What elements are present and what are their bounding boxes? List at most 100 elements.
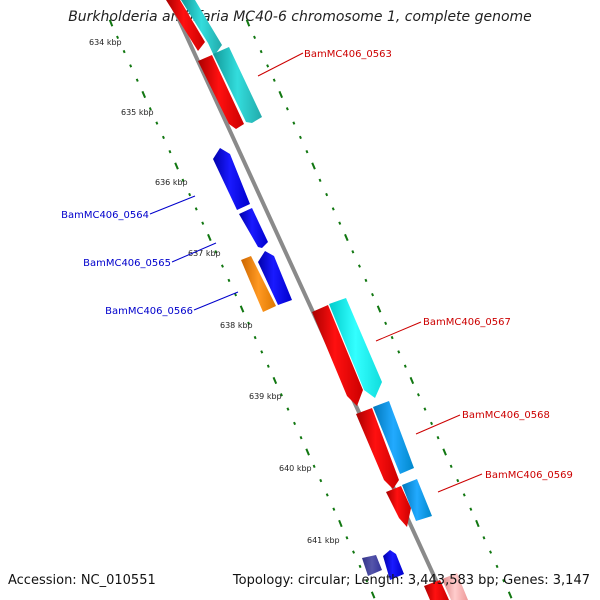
gene-0563-gene (166, 0, 205, 51)
minor-tick (423, 407, 427, 411)
gene-0563-cds (181, 0, 222, 56)
gene-label: BamMC406_0563 (304, 49, 392, 60)
major-tick (207, 233, 212, 242)
tick-label: 635 kbp (121, 108, 154, 117)
minor-tick (201, 221, 205, 225)
gene-bottom-cds (442, 573, 468, 600)
minor-tick (403, 364, 407, 368)
tick-label: 641 kbp (307, 536, 340, 545)
minor-tick (462, 493, 466, 497)
minor-tick (286, 407, 290, 411)
gene-label: BamMC406_0569 (485, 470, 573, 481)
minor-tick (298, 135, 302, 140)
minor-tick (318, 178, 322, 182)
minor-tick (325, 493, 329, 497)
reverse-genes (213, 148, 404, 580)
minor-tick (161, 135, 165, 140)
tick-label: 636 kbp (155, 178, 188, 187)
major-tick (108, 19, 114, 27)
label-leaders (149, 52, 483, 493)
gene-bottom-gene (424, 580, 449, 600)
major-tick (141, 90, 147, 99)
minor-tick (325, 192, 329, 197)
minor-tick (122, 49, 126, 54)
outer-tick-track (245, 19, 513, 599)
minor-tick (449, 464, 453, 468)
gene-0566-gene (241, 256, 276, 312)
minor-tick (352, 550, 356, 554)
gene-0565-gene (258, 251, 292, 305)
minor-tick (357, 264, 361, 268)
minor-tick (155, 121, 159, 125)
major-tick (344, 233, 349, 242)
major-tick (174, 162, 179, 170)
minor-tick (390, 335, 394, 340)
inner-tick-track (108, 19, 376, 599)
minor-tick (260, 350, 264, 354)
minor-tick (332, 507, 336, 511)
minor-tick (272, 78, 276, 82)
gene-0564b-gene (239, 208, 268, 248)
minor-tick (384, 321, 388, 325)
major-tick (409, 376, 415, 385)
major-tick (376, 305, 382, 313)
gene-0567-cds (329, 298, 382, 398)
minor-tick (253, 35, 257, 39)
leader-0568 (415, 414, 461, 435)
minor-tick (331, 207, 335, 211)
minor-tick (299, 436, 303, 440)
minor-tick (436, 436, 440, 440)
minor-tick (194, 207, 198, 211)
minor-tick (338, 221, 342, 225)
minor-tick (148, 107, 152, 111)
minor-tick (247, 321, 251, 325)
minor-tick (416, 393, 420, 397)
gene-bottom-left-gene (362, 555, 382, 576)
major-tick (239, 305, 245, 313)
minor-tick (397, 350, 401, 354)
minor-tick (293, 421, 297, 426)
minor-tick (319, 478, 323, 483)
minor-tick (358, 564, 362, 569)
leader-0565 (171, 242, 217, 263)
tick-label: 640 kbp (279, 464, 312, 473)
minor-tick (312, 464, 316, 468)
gene-label: BamMC406_0568 (462, 410, 550, 421)
gene-0568-gene (356, 408, 399, 489)
major-tick (507, 591, 513, 599)
major-tick (311, 162, 316, 170)
minor-tick (365, 579, 369, 583)
gene-label: BamMC406_0566 (105, 306, 193, 317)
minor-tick (285, 107, 289, 111)
gene-label-group: BamMC406_0563 BamMC406_0564 BamMC406_056… (61, 49, 573, 481)
gene-label: BamMC406_0565 (83, 258, 171, 269)
gene-label: BamMC406_0567 (423, 317, 511, 328)
gene-bottom-left-gene-2 (383, 550, 404, 580)
gene-label: BamMC406_0564 (61, 210, 149, 221)
tick-label: 637 kbp (188, 249, 221, 258)
gene-0569-gene (386, 486, 411, 527)
minor-tick (292, 121, 296, 125)
forward-genes (166, 0, 468, 600)
minor-tick (266, 64, 270, 68)
minor-tick (168, 150, 172, 154)
minor-tick (482, 536, 486, 540)
tick-labels: 634 kbp 635 kbp 636 kbp 637 kbp 638 kbp … (89, 38, 340, 545)
major-tick (272, 376, 278, 385)
minor-tick (227, 278, 231, 283)
leader-0563 (257, 52, 304, 77)
tick-label: 638 kbp (220, 321, 253, 330)
leader-0569 (437, 473, 483, 493)
gene-0563b-gene (198, 55, 244, 129)
accession-text: Accession: NC_010551 (8, 573, 156, 588)
gene-0567-gene (312, 305, 363, 406)
minor-tick (371, 293, 375, 297)
minor-tick (364, 278, 368, 283)
minor-tick (214, 250, 218, 254)
minor-tick (253, 335, 257, 340)
minor-tick (266, 364, 270, 368)
gene-0568-cds (373, 401, 414, 474)
minor-tick (234, 293, 238, 297)
minor-tick (345, 536, 349, 540)
